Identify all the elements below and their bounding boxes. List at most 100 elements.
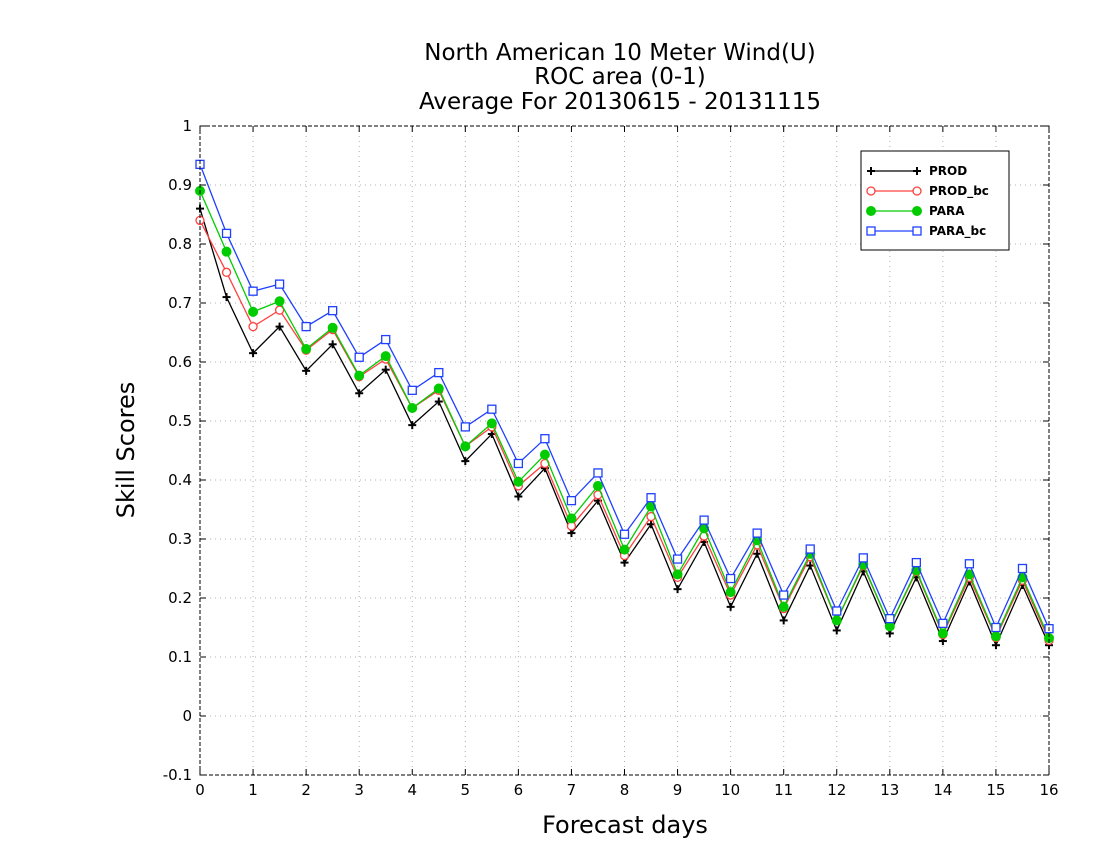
- data-point: [221, 267, 232, 277]
- x-tick-label: 4: [407, 781, 417, 799]
- legend-item: PARA_bc: [866, 224, 986, 239]
- data-point: [779, 590, 789, 600]
- data-point: [327, 322, 338, 333]
- y-tick-label: 0.8: [168, 235, 192, 253]
- data-point: [381, 334, 391, 345]
- title-line-1: North American 10 Meter Wind(U): [424, 40, 816, 66]
- data-point: [354, 352, 364, 362]
- data-point: [964, 559, 975, 569]
- data-point: [699, 515, 709, 525]
- data-point: [753, 549, 762, 558]
- data-point: [646, 493, 656, 503]
- x-tick-label: 15: [986, 781, 1005, 799]
- data-point: [274, 296, 285, 307]
- data-point: [592, 480, 603, 491]
- data-point: [460, 441, 471, 452]
- y-tick-label: 0.3: [168, 530, 192, 548]
- y-tick-label: 0.9: [168, 176, 192, 194]
- x-tick-label: 10: [721, 781, 740, 799]
- legend-label: PROD_bc: [929, 184, 989, 199]
- legend-marker: [866, 226, 876, 236]
- legend-label: PARA_bc: [929, 224, 986, 239]
- data-point: [672, 554, 683, 564]
- y-tick-label: 0.4: [168, 471, 192, 489]
- data-point: [328, 340, 337, 349]
- data-point: [407, 403, 418, 414]
- grid: [200, 126, 1049, 775]
- data-point: [487, 404, 497, 414]
- data-point: [301, 344, 312, 355]
- y-tick-label: 0.2: [168, 589, 192, 607]
- data-point: [248, 321, 258, 332]
- data-point: [619, 529, 630, 539]
- legend: PROD PROD_bc PARA PARA_bc: [860, 150, 1010, 251]
- data-point: [778, 601, 789, 612]
- data-point: [832, 606, 842, 616]
- data-point: [381, 365, 390, 374]
- series-para: [195, 185, 1054, 644]
- legend-label: PROD: [929, 164, 967, 178]
- data-point: [831, 615, 842, 626]
- data-point: [593, 468, 603, 478]
- y-tick-label: 0.1: [168, 648, 192, 666]
- x-tick-label: 8: [620, 781, 630, 799]
- data-point: [354, 370, 365, 381]
- data-point: [779, 616, 788, 625]
- data-point: [832, 626, 841, 635]
- data-point: [222, 293, 231, 302]
- x-axis-label: Forecast days: [542, 811, 708, 839]
- chart-title: North American 10 Meter Wind(U) ROC area…: [419, 40, 821, 115]
- x-tick-label: 3: [354, 781, 364, 799]
- data-point: [540, 434, 550, 444]
- title-line-3: Average For 20130615 - 20131115: [419, 89, 821, 115]
- data-point: [619, 544, 630, 555]
- legend-item: PROD_bc: [866, 184, 989, 199]
- y-tick-label: 0.7: [168, 294, 192, 312]
- data-point: [460, 422, 470, 432]
- data-point: [248, 306, 259, 317]
- data-point: [274, 279, 285, 289]
- y-tick-label: 1: [182, 117, 192, 135]
- data-point: [433, 383, 444, 394]
- x-tick-label: 0: [195, 781, 205, 799]
- legend-item: PROD: [867, 164, 967, 178]
- data-point: [275, 322, 284, 331]
- y-tick-label: 0.5: [168, 412, 192, 430]
- x-tick-label: 1: [248, 781, 258, 799]
- data-point: [806, 561, 815, 570]
- legend-marker: [866, 206, 876, 216]
- data-point: [513, 476, 524, 487]
- title-line-2: ROC area (0-1): [534, 64, 706, 90]
- data-point: [911, 557, 921, 568]
- data-point: [249, 349, 258, 358]
- y-tick-label: 0.6: [168, 353, 192, 371]
- data-point: [434, 397, 443, 406]
- x-tick-label: 11: [774, 781, 793, 799]
- data-point: [221, 246, 232, 257]
- data-point: [938, 618, 948, 629]
- legend-marker: [866, 186, 876, 196]
- x-tick-label: 13: [880, 781, 899, 799]
- y-axis-label: Skill Scores: [112, 382, 140, 519]
- data-point: [805, 544, 815, 554]
- data-point: [513, 458, 524, 469]
- data-point: [328, 306, 338, 316]
- legend-marker: [912, 206, 922, 216]
- y-tick-label: 0: [182, 707, 192, 725]
- data-point: [566, 495, 577, 506]
- data-point: [885, 614, 895, 624]
- data-point: [355, 389, 364, 398]
- x-tick-label: 5: [461, 781, 471, 799]
- data-point: [301, 321, 311, 332]
- data-point: [991, 622, 1001, 633]
- data-point: [566, 513, 577, 524]
- legend-marker: [912, 186, 922, 196]
- data-point: [486, 418, 497, 429]
- data-point: [725, 587, 736, 598]
- data-point: [302, 366, 311, 375]
- y-tick-label: -0.1: [163, 766, 192, 784]
- data-point: [380, 351, 391, 362]
- x-tick-label: 16: [1039, 781, 1058, 799]
- plot-frame: [199, 125, 1050, 776]
